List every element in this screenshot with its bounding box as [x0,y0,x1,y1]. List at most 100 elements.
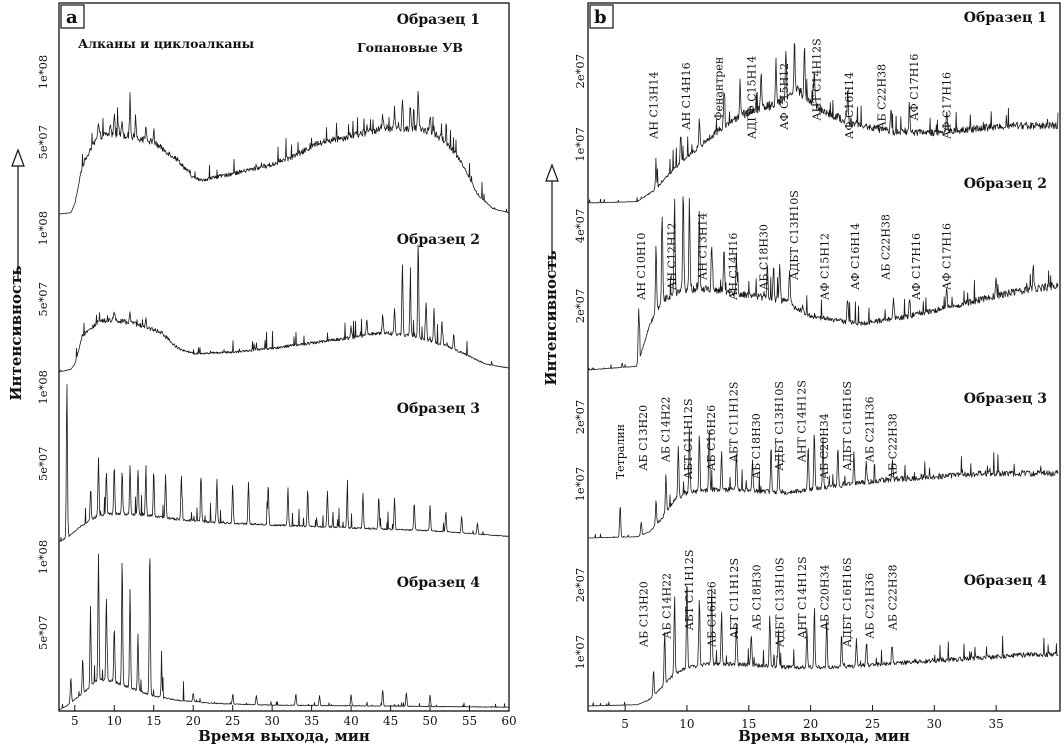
group-label-hopanes: Гопановые УВ [357,40,463,55]
peak-annotation: АН С10Н10 [635,233,648,300]
y-tick-label: 1e*08 [36,540,50,575]
x-axis-ticks-b: 5 10 15 20 25 30 35 [621,705,1004,731]
peak-annotation: АФ С16Н14 [849,223,862,290]
series-b-1: Образец 1 2e*07 1e*07 АН С13Н14 АН С14Н16 Фен… [573,10,1059,204]
peak-annotation: АБ С18Н30 [751,564,764,630]
chromatogram-line [588,586,1059,707]
y-tick-label: 5e*07 [36,282,50,317]
x-tick-label: 30 [265,714,280,728]
panel-b: 5 10 15 20 25 30 35 Образец 1 2e*07 1e*07 АН С13Н1… [573,10,1059,731]
peak-annotation: Фенантрен [713,57,726,121]
peak-annotation: АБ С16Н26 [705,405,718,471]
chromatogram-line [58,244,510,373]
series-a-3: Образец 3 1e*08 5e*07 [36,370,510,543]
panel-a-frame [58,2,510,712]
intensity-arrow-b [545,163,559,272]
x-axis-label-a: Время выхода, мин [198,727,370,745]
series-b-3: Образец 3 2e*07 1e*07 Тетралин АБ С13Н20 АБ С… [573,380,1059,539]
peak-annotation: АБ С22Н38 [886,413,899,479]
arrow-head [545,163,559,182]
y-tick-label: 4e*07 [573,209,587,244]
peak-annotation: АБ С22Н38 [880,214,893,280]
series-a-1: Образец 1 1e*08 5e*07 [36,12,510,215]
x-tick-label: 15 [741,717,756,731]
peak-annotation: АФ С15Н12 [778,63,791,130]
y-axis-label-right: Интенсивность [542,250,560,385]
chromatogram-line [587,427,1059,539]
y-tick-label: 5e*07 [36,615,50,650]
y-tick-label: 1e*07 [573,127,587,162]
y-axis-label-a: Интенсивность [7,265,25,400]
peak-annotation: АБ С22Н38 [886,564,899,630]
x-tick-label: 25 [225,714,240,728]
x-tick-label: 60 [501,714,516,728]
x-tick-label: 35 [304,714,319,728]
x-tick-label: 5 [71,714,79,728]
peak-annotation: АНТ С14Н12S [796,557,809,639]
y-tick-label: 2e*07 [573,568,587,603]
peak-annotation: АНТ С14Н12S [796,380,809,462]
peak-annotation: АБ С13Н20 [638,581,651,647]
intensity-arrows [11,148,559,280]
peak-annotation: АФ С17Н16 [941,223,954,290]
sample-name: Образец 2 [964,176,1047,192]
peak-annotation: АБ С14Н22 [660,396,673,462]
peak-annotation: АН С14Н16 [680,62,693,129]
peak-annotation: АДБТ С13Н10S [788,190,801,280]
x-tick-label: 50 [422,714,437,728]
chromatogram-line [58,553,510,711]
chromatogram-line [587,196,1059,371]
panel-b-letter: b [594,7,607,28]
peak-annotation: АФ С17Н16 [910,233,923,300]
chromatogram-line [59,91,510,215]
peak-annotation: АДБТ С13Н10S [773,381,786,471]
panel-a-letter: a [66,7,78,28]
peak-annotation: АН С14Н16 [727,233,740,300]
peak-annotation: АБТ С11Н12S [728,558,741,639]
y-tick-label: 1e*08 [36,211,50,246]
x-tick-label: 25 [865,717,880,731]
peak-annotation: АФ С17Н16 [941,72,954,139]
y-tick-label: 5e*07 [36,447,50,482]
sample-name: Образец 1 [397,12,480,28]
peak-annotation: АБ С20Н34 [818,564,831,630]
chromatogram-line [58,384,510,543]
panel-a-badge [60,4,85,29]
y-tick-label: 1e*07 [573,467,587,502]
peak-annotation: АДГФ С15Н14 [745,56,758,139]
peak-annotation: АБТ С11Н12S [728,382,741,463]
sample-name: Образец 4 [397,575,480,591]
series-a-4: Образец 4 1e*08 5e*07 [36,540,510,711]
x-tick-label: 55 [462,714,477,728]
y-axis-label-left: Интенсивность [7,265,25,400]
x-tick-label: 20 [186,714,201,728]
sample-name: Образец 4 [964,573,1047,589]
peak-annotation: Тетралин [614,424,627,479]
peak-annotation: АБ С22Н38 [876,64,889,130]
plot-layer: 5 10 15 20 25 30 35 40 45 50 55 60 Образец 1 1e*08 5e*… [36,10,1059,731]
y-tick-label: 1e*08 [36,55,50,90]
y-tick-label: 5e*07 [36,125,50,160]
x-tick-label: 5 [621,717,629,731]
peak-annotation: АБ С21Н36 [864,573,877,639]
y-axis-label-b: Интенсивность [542,250,560,385]
sample-name: Образец 3 [397,401,480,417]
series-a-2: Образец 2 1e*08 5e*07 [36,211,510,373]
x-tick-label: 10 [107,714,122,728]
sample-name: Образец 3 [964,391,1047,407]
series-b-4: Образец 4 2e*07 1e*07 АБ С13Н20 АБ С14Н22 АБТ… [573,550,1059,707]
x-tick-label: 35 [989,717,1004,731]
x-tick-label: 40 [343,714,358,728]
peak-annotation: АБ С16Н26 [705,581,718,647]
peak-annotation: АДБТ С13Н10S [773,557,786,647]
peak-annotation: АБТ С11Н12S [683,550,696,631]
x-tick-label: 10 [679,717,694,731]
peak-annotation: АФ С16Н14 [843,72,856,139]
panel-b-frame [587,2,1061,712]
x-tick-label: 45 [383,714,398,728]
peak-annotation: АН С13Н14 [696,213,709,280]
peak-annotation: АБТ С11Н12S [682,398,695,479]
peak-annotation: АН С12Н12 [666,223,679,290]
panel-a: 5 10 15 20 25 30 35 40 45 50 55 60 Образец 1 1e*08 5e*… [36,12,517,728]
